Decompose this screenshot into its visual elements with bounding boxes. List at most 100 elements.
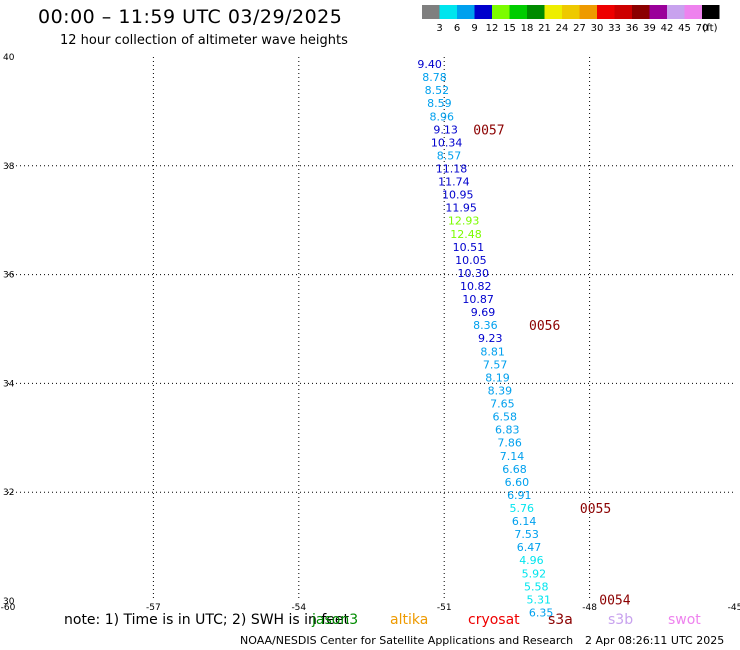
wave-height-point: 10.51 [453,241,485,254]
wave-height-point: 10.34 [431,136,463,149]
y-tick-label: 38 [3,162,15,172]
legend-level-label: 70 [696,23,709,34]
wave-height-point: 8.57 [437,149,462,162]
satellite-s3a: s3a [548,612,573,628]
legend-swatch [562,5,580,19]
wave-height-point: 11.95 [445,202,477,215]
wave-height-point: 6.91 [507,489,532,502]
x-tick-label: -45 [728,603,740,613]
wave-height-point: 8.96 [430,110,455,123]
track-label: 0057 [473,123,504,138]
y-tick-label: 36 [3,271,15,281]
wave-height-point: 6.58 [493,411,518,424]
legend-unit-label: (ft) [702,23,717,34]
wave-height-point: 11.74 [438,176,470,189]
wave-height-point: 5.58 [524,580,549,593]
wave-height-point: 10.87 [462,293,494,306]
wave-height-point: 6.35 [529,606,554,619]
wave-height-point: 6.60 [505,476,530,489]
wave-height-point: 6.14 [512,515,537,528]
legend-swatch [614,5,632,19]
wave-height-point: 8.52 [425,84,450,97]
legend-level-label: 15 [503,23,516,34]
legend-swatch [509,5,527,19]
legend-swatch [684,5,702,19]
y-tick-label: 40 [3,53,15,63]
x-tick-label: -57 [146,603,161,613]
legend-swatch [579,5,597,19]
wave-height-point: 10.05 [455,254,487,267]
wave-height-point: 7.14 [500,450,525,463]
legend-level-label: 9 [471,23,477,34]
x-tick-label: -48 [582,603,597,613]
footer-credit: NOAA/NESDIS Center for Satellite Applica… [240,634,574,647]
wave-height-point: 8.36 [473,319,498,332]
legend-swatch [667,5,685,19]
wave-height-point: 8.19 [485,371,510,384]
legend-level-label: 30 [591,23,604,34]
legend-swatch [632,5,650,19]
wave-height-point: 12.93 [448,215,480,228]
wave-height-point: 12.48 [450,228,482,241]
wave-height-point: 4.96 [519,554,544,567]
wave-height-point: 5.76 [509,502,534,515]
wave-height-point: 9.69 [471,306,496,319]
legend-level-label: 27 [573,23,586,34]
legend-swatch [649,5,667,19]
legend-level-label: 39 [643,23,656,34]
x-tick-label: -60 [1,603,16,613]
legend-swatch [422,5,440,19]
wave-height-point: 11.18 [436,163,468,176]
wave-height-point: 10.95 [442,189,474,202]
wave-height-point: 10.82 [460,280,492,293]
chart-subtitle: 12 hour collection of altimeter wave hei… [60,33,348,48]
wave-height-point: 6.47 [517,541,542,554]
legend-level-label: 6 [454,23,460,34]
satellite-jason3: jason3 [312,612,359,628]
legend-level-label: 18 [521,23,534,34]
wave-height-point: 6.83 [495,424,520,437]
x-tick-label: -51 [437,603,452,613]
legend-level-label: 33 [608,23,621,34]
legend-swatch [527,5,545,19]
y-tick-label: 32 [3,488,14,498]
satellite-altika: altika [390,612,429,628]
legend-swatch [439,5,457,19]
wave-height-point: 7.53 [514,528,539,541]
color-scale-legend: 3 6 9 12 15 18 21 24 27 30 33 36 39 42 45 70(ft) [422,5,720,34]
legend-level-label: 21 [538,23,551,34]
footer-timestamp: 2 Apr 08:26:11 UTC 2025 [585,634,725,647]
wave-height-point: 9.13 [433,123,458,136]
legend-level-label: 12 [486,23,499,34]
wave-height-point: 8.78 [422,71,447,84]
legend-swatch [544,5,562,19]
wave-height-point: 6.68 [502,463,527,476]
wave-height-point: 9.40 [417,58,442,71]
legend-level-label: 45 [678,23,691,34]
wave-height-point: 7.86 [497,437,522,450]
legend-swatch [597,5,615,19]
x-tick-label: -54 [291,603,306,613]
wave-height-point: 7.57 [483,358,508,371]
wave-height-point: 9.23 [478,332,503,345]
legend-swatch [702,5,720,19]
legend-swatch [457,5,475,19]
satellite-cryosat: cryosat [468,612,520,628]
y-tick-label: 34 [3,379,15,389]
wave-height-point: 5.31 [526,593,551,606]
legend-level-label: 42 [661,23,674,34]
legend-swatch [474,5,492,19]
legend-level-label: 24 [556,23,569,34]
y-tick-label: 30 [3,597,15,607]
wave-height-point: 8.81 [480,345,505,358]
satellite-swot: swot [668,612,701,628]
wave-height-point: 5.92 [522,567,547,580]
footer-note: note: 1) Time is in UTC; 2) SWH is in fe… [64,612,350,628]
legend-level-label: 36 [626,23,639,34]
legend-level-label: 3 [436,23,442,34]
track-label: 0055 [580,502,611,517]
chart-title: 00:00 – 11:59 UTC 03/29/2025 [38,6,343,28]
wave-height-point: 10.30 [458,267,490,280]
track-label: 0054 [599,593,630,608]
